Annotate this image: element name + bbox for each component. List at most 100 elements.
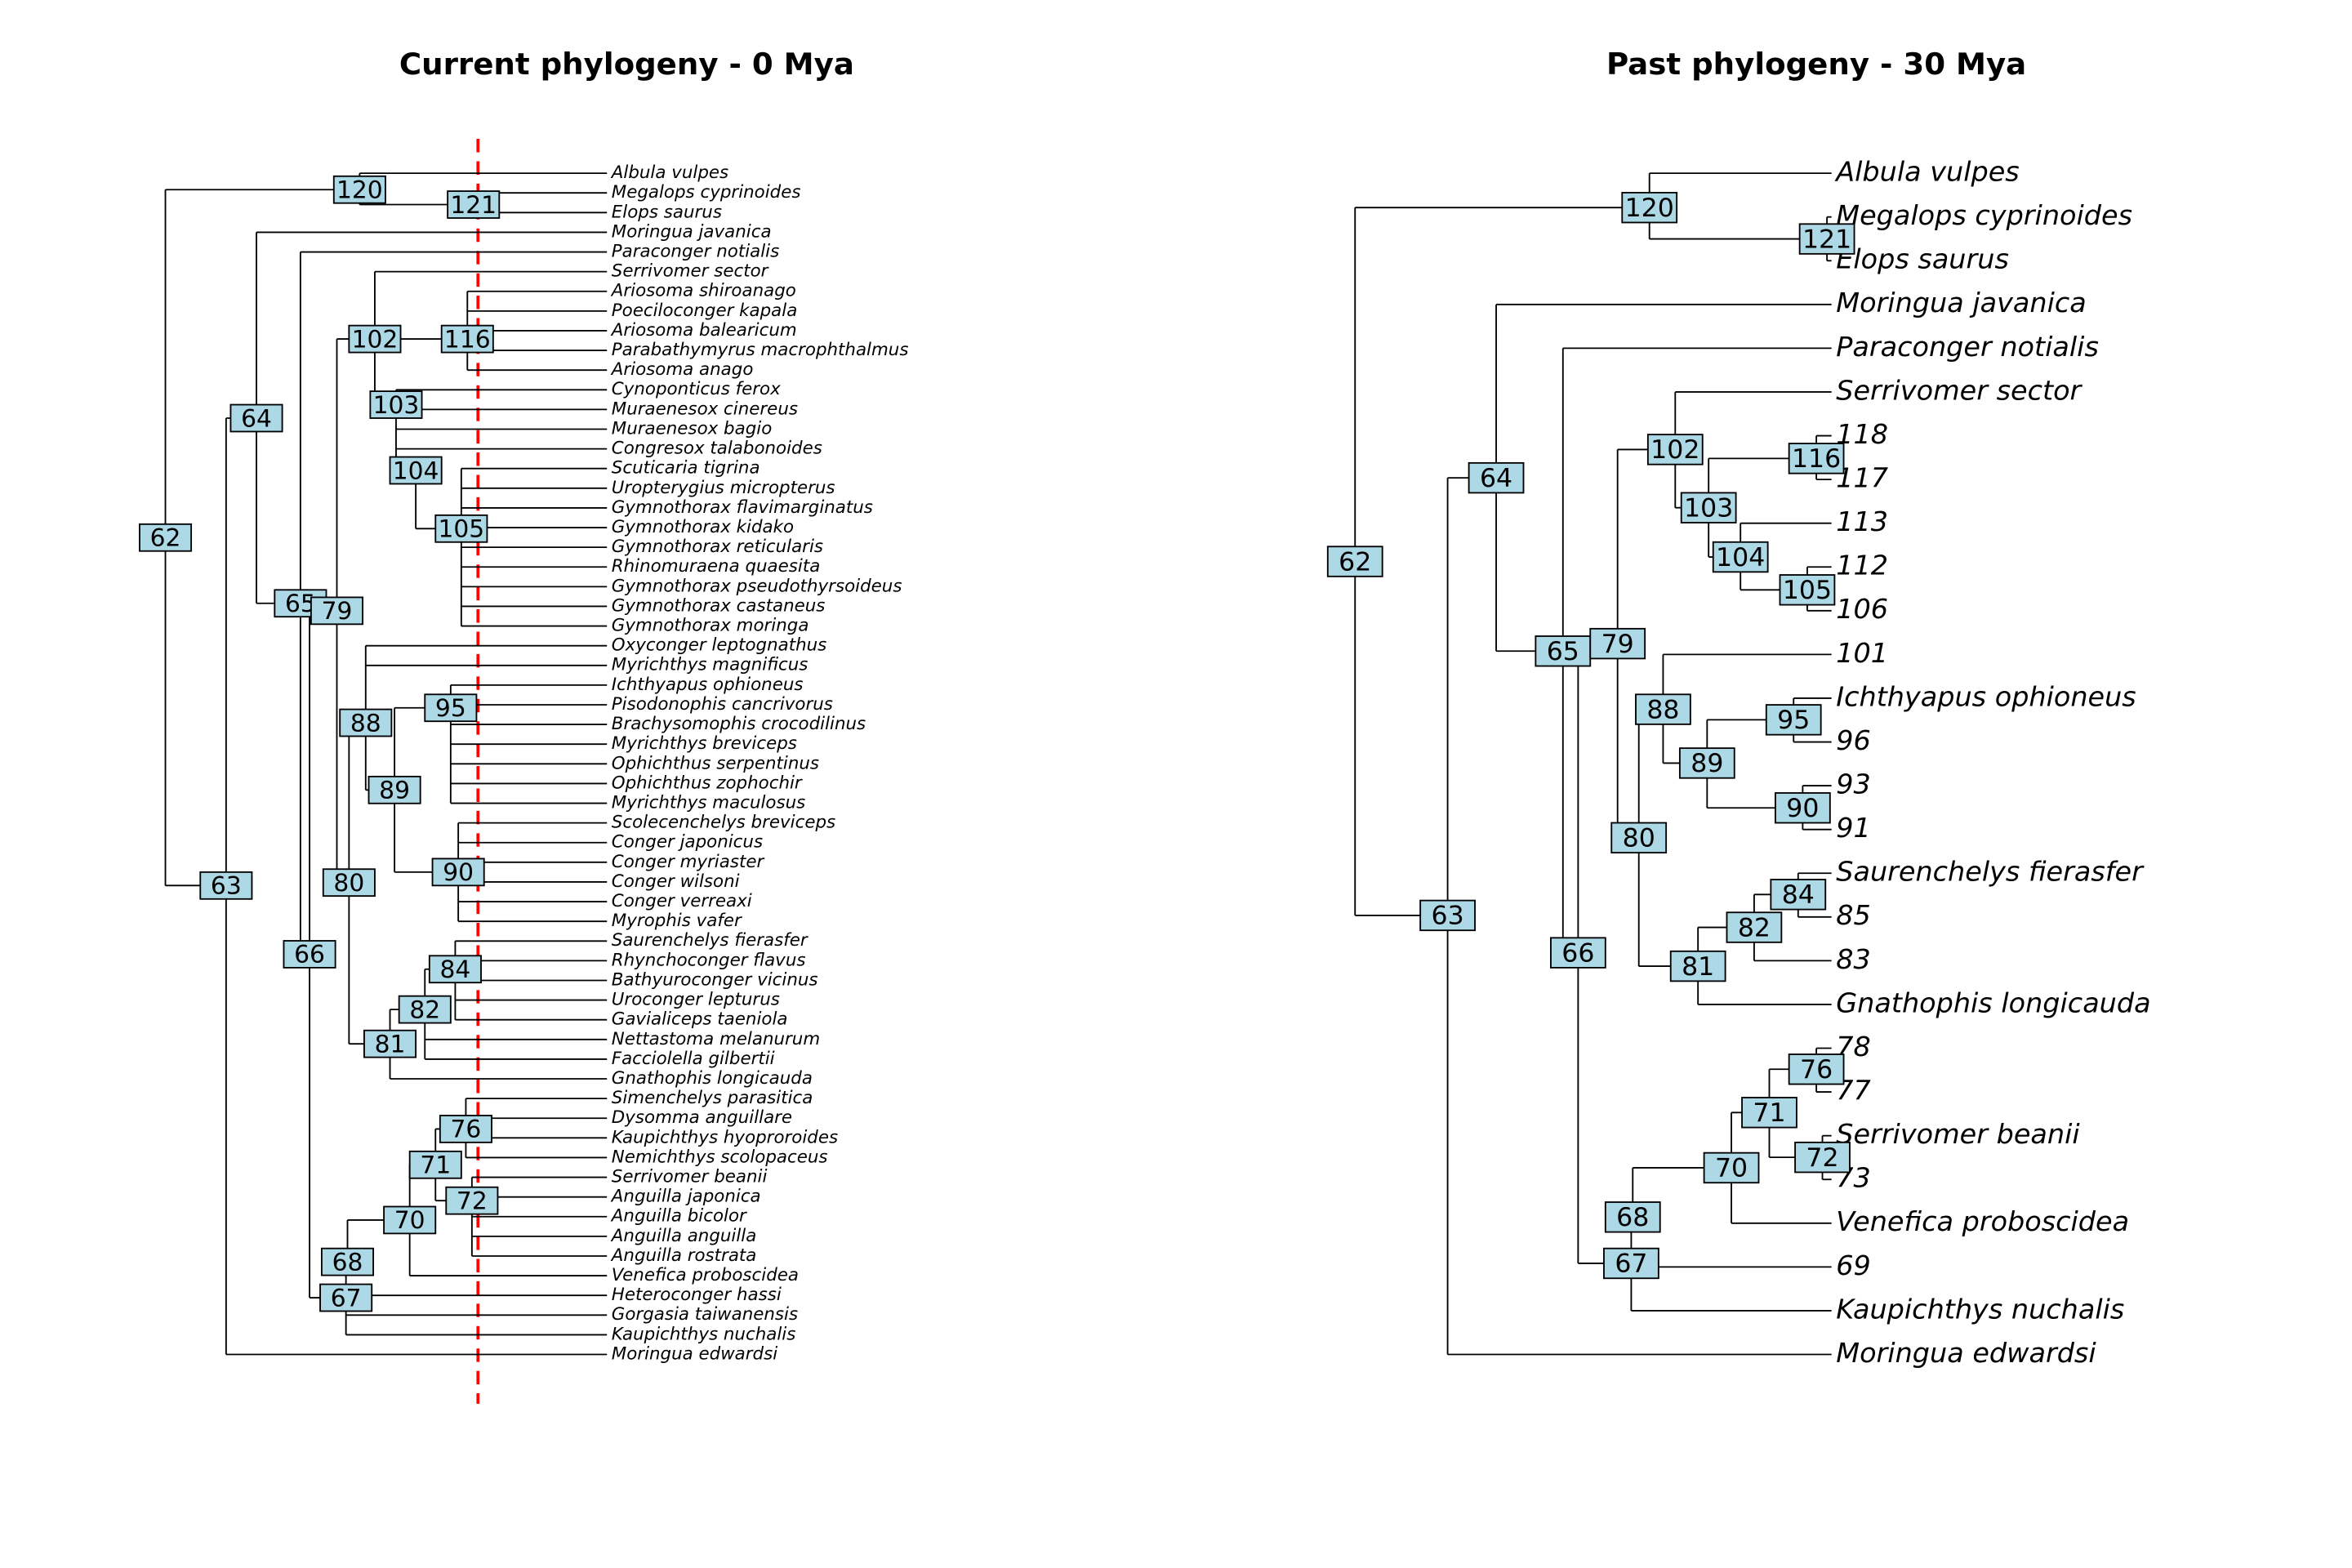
- node-box: [139, 523, 193, 552]
- node-box: [445, 1186, 499, 1215]
- node-label: 72: [1806, 1143, 1838, 1173]
- node-box: [1604, 1201, 1661, 1233]
- node-label: 103: [1684, 494, 1733, 523]
- node-box: [283, 940, 336, 969]
- tip-label: Conger verreaxi: [612, 890, 752, 911]
- node-box: [1468, 461, 1525, 494]
- tip-label: Ariosoma balearicum: [610, 319, 797, 340]
- node-box: [1703, 1152, 1760, 1184]
- node-box: [424, 693, 478, 723]
- tip-label: Conger myriaster: [612, 851, 765, 871]
- node-box: [1603, 1247, 1659, 1280]
- tip-label: 106: [1836, 593, 1888, 625]
- tip-label: Megalops cyprinoides: [612, 181, 801, 202]
- node-box: [1788, 443, 1845, 474]
- tip-label: Moringua edwardsi: [612, 1343, 777, 1364]
- tip-label: Ichthyapus ophioneus: [1836, 681, 2136, 713]
- node-box: [1726, 911, 1783, 943]
- tip-label: Saurenchelys fierasfer: [1836, 856, 2145, 888]
- node-label: 90: [1786, 794, 1819, 823]
- node-box: [339, 708, 393, 737]
- tip-label: Paraconger notialis: [612, 241, 779, 261]
- node-box: [348, 324, 402, 354]
- node-label: 120: [336, 176, 383, 204]
- node-box: [1621, 191, 1678, 224]
- tip-label: Gavialiceps taeniola: [612, 1009, 788, 1029]
- node-box: [1669, 950, 1726, 982]
- tip-label: Gymnothorax kidako: [612, 516, 794, 537]
- node-box: [408, 1150, 462, 1179]
- node-box: [434, 514, 488, 543]
- node-box: [1610, 822, 1668, 854]
- node-label: 63: [1431, 902, 1463, 931]
- node-box: [1326, 546, 1383, 577]
- tip-label: Anguilla bicolor: [610, 1205, 747, 1226]
- tip-label: Scuticaria tigrina: [612, 457, 760, 478]
- tip-label: Rhynchoconger flavus: [612, 949, 806, 969]
- node-box: [1770, 879, 1827, 911]
- node-label: 84: [440, 956, 471, 983]
- node-label: 80: [333, 869, 364, 897]
- tip-label: 113: [1836, 506, 1888, 537]
- node-box: [368, 775, 421, 804]
- node-label: 76: [1800, 1055, 1833, 1085]
- tip-label: Albula vulpes: [610, 162, 728, 182]
- tip-label: Gymnothorax reticularis: [612, 536, 823, 556]
- node-label: 81: [1682, 952, 1714, 982]
- tip-label: Brachysomophis crocodilinus: [612, 713, 866, 733]
- tip-label: Ariosoma anago: [610, 359, 754, 379]
- tip-label: Paraconger notialis: [1836, 331, 2099, 363]
- node-box: [440, 324, 494, 354]
- node-label: 63: [211, 872, 242, 900]
- node-box: [320, 1247, 375, 1276]
- node-box: [1779, 574, 1836, 606]
- tip-label: Gnathophis longicauda: [612, 1067, 813, 1088]
- node-label: 90: [443, 858, 474, 886]
- node-label: 71: [1753, 1098, 1785, 1128]
- tip-label: Gymnothorax moringa: [612, 615, 809, 635]
- tip-label: Conger japonicus: [612, 831, 763, 852]
- node-label: 67: [1615, 1250, 1647, 1279]
- tip-label: 83: [1836, 943, 1871, 975]
- node-label: 70: [394, 1206, 425, 1234]
- node-label: 80: [1623, 824, 1655, 853]
- node-box: [1646, 434, 1704, 466]
- tip-label: 91: [1836, 812, 1871, 844]
- node-label: 88: [350, 710, 381, 737]
- node-label: 66: [294, 941, 325, 969]
- node-box: [322, 868, 376, 898]
- left-title: Current phylogeny - 0 Mya: [399, 47, 854, 82]
- tip-label: Oxyconger leptognathus: [612, 635, 827, 655]
- node-box: [1712, 541, 1769, 573]
- tip-label: 93: [1836, 768, 1871, 800]
- tip-label: Kaupichthys nuchalis: [1836, 1294, 2124, 1325]
- tip-label: Pisodonophis cancrivorus: [612, 693, 833, 714]
- node-box: [199, 871, 253, 900]
- tip-label: Gymnothorax castaneus: [612, 595, 826, 616]
- node-label: 95: [1777, 706, 1810, 735]
- tip-label: Facciolella gilbertii: [612, 1048, 775, 1068]
- tip-label: Moringua javanica: [612, 221, 772, 242]
- node-box: [428, 955, 482, 984]
- node-box: [1680, 492, 1737, 523]
- node-box: [310, 596, 364, 626]
- node-box: [229, 403, 283, 433]
- tip-label: Bathyuroconger vicinus: [612, 969, 818, 990]
- node-box: [383, 1205, 437, 1235]
- tip-label: Uroconger lepturus: [612, 989, 780, 1009]
- tip-label: 101: [1836, 637, 1888, 669]
- node-label: 82: [409, 996, 440, 1024]
- node-label: 105: [438, 515, 484, 543]
- node-label: 120: [1625, 194, 1674, 223]
- tip-label: Cynoponticus ferox: [612, 378, 781, 399]
- node-box: [369, 390, 423, 419]
- node-box: [447, 190, 501, 219]
- tip-label: Nettastoma melanurum: [612, 1028, 820, 1049]
- tip-label: Saurenchelys fierasfer: [612, 929, 808, 950]
- node-box: [1765, 704, 1822, 736]
- tip-label: Gorgasia taiwanensis: [612, 1303, 798, 1324]
- tip-label: Muraenesox cinereus: [612, 399, 798, 419]
- tip-label: 69: [1836, 1250, 1871, 1281]
- tip-label: Albula vulpes: [1834, 156, 2019, 188]
